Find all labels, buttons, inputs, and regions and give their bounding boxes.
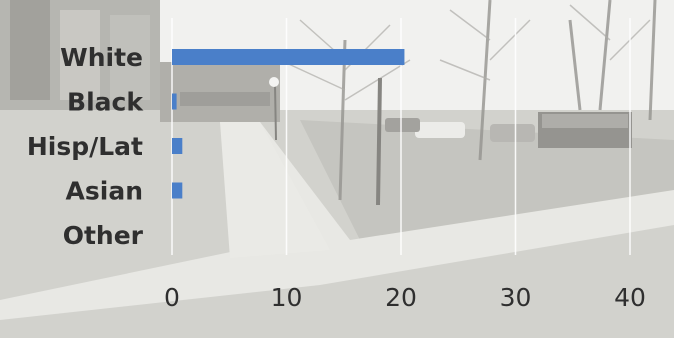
category-labels: White Black Hisp/Lat Asian Other — [27, 43, 145, 250]
bars — [172, 49, 405, 199]
category-label: Black — [67, 88, 144, 117]
x-tick-label: 10 — [271, 283, 303, 312]
bar — [172, 93, 177, 110]
x-tick-label: 30 — [500, 283, 532, 312]
bar — [172, 138, 183, 154]
x-tick-label: 0 — [164, 283, 180, 312]
category-label: White — [60, 43, 143, 72]
category-label: Asian — [66, 177, 143, 206]
x-tick-labels: 0 10 20 30 40 — [164, 283, 646, 312]
bar — [172, 49, 405, 65]
category-label: Hisp/Lat — [27, 132, 143, 161]
category-label: Other — [63, 221, 144, 250]
x-tick-label: 40 — [614, 283, 646, 312]
x-tick-label: 20 — [385, 283, 417, 312]
bar — [172, 182, 183, 199]
